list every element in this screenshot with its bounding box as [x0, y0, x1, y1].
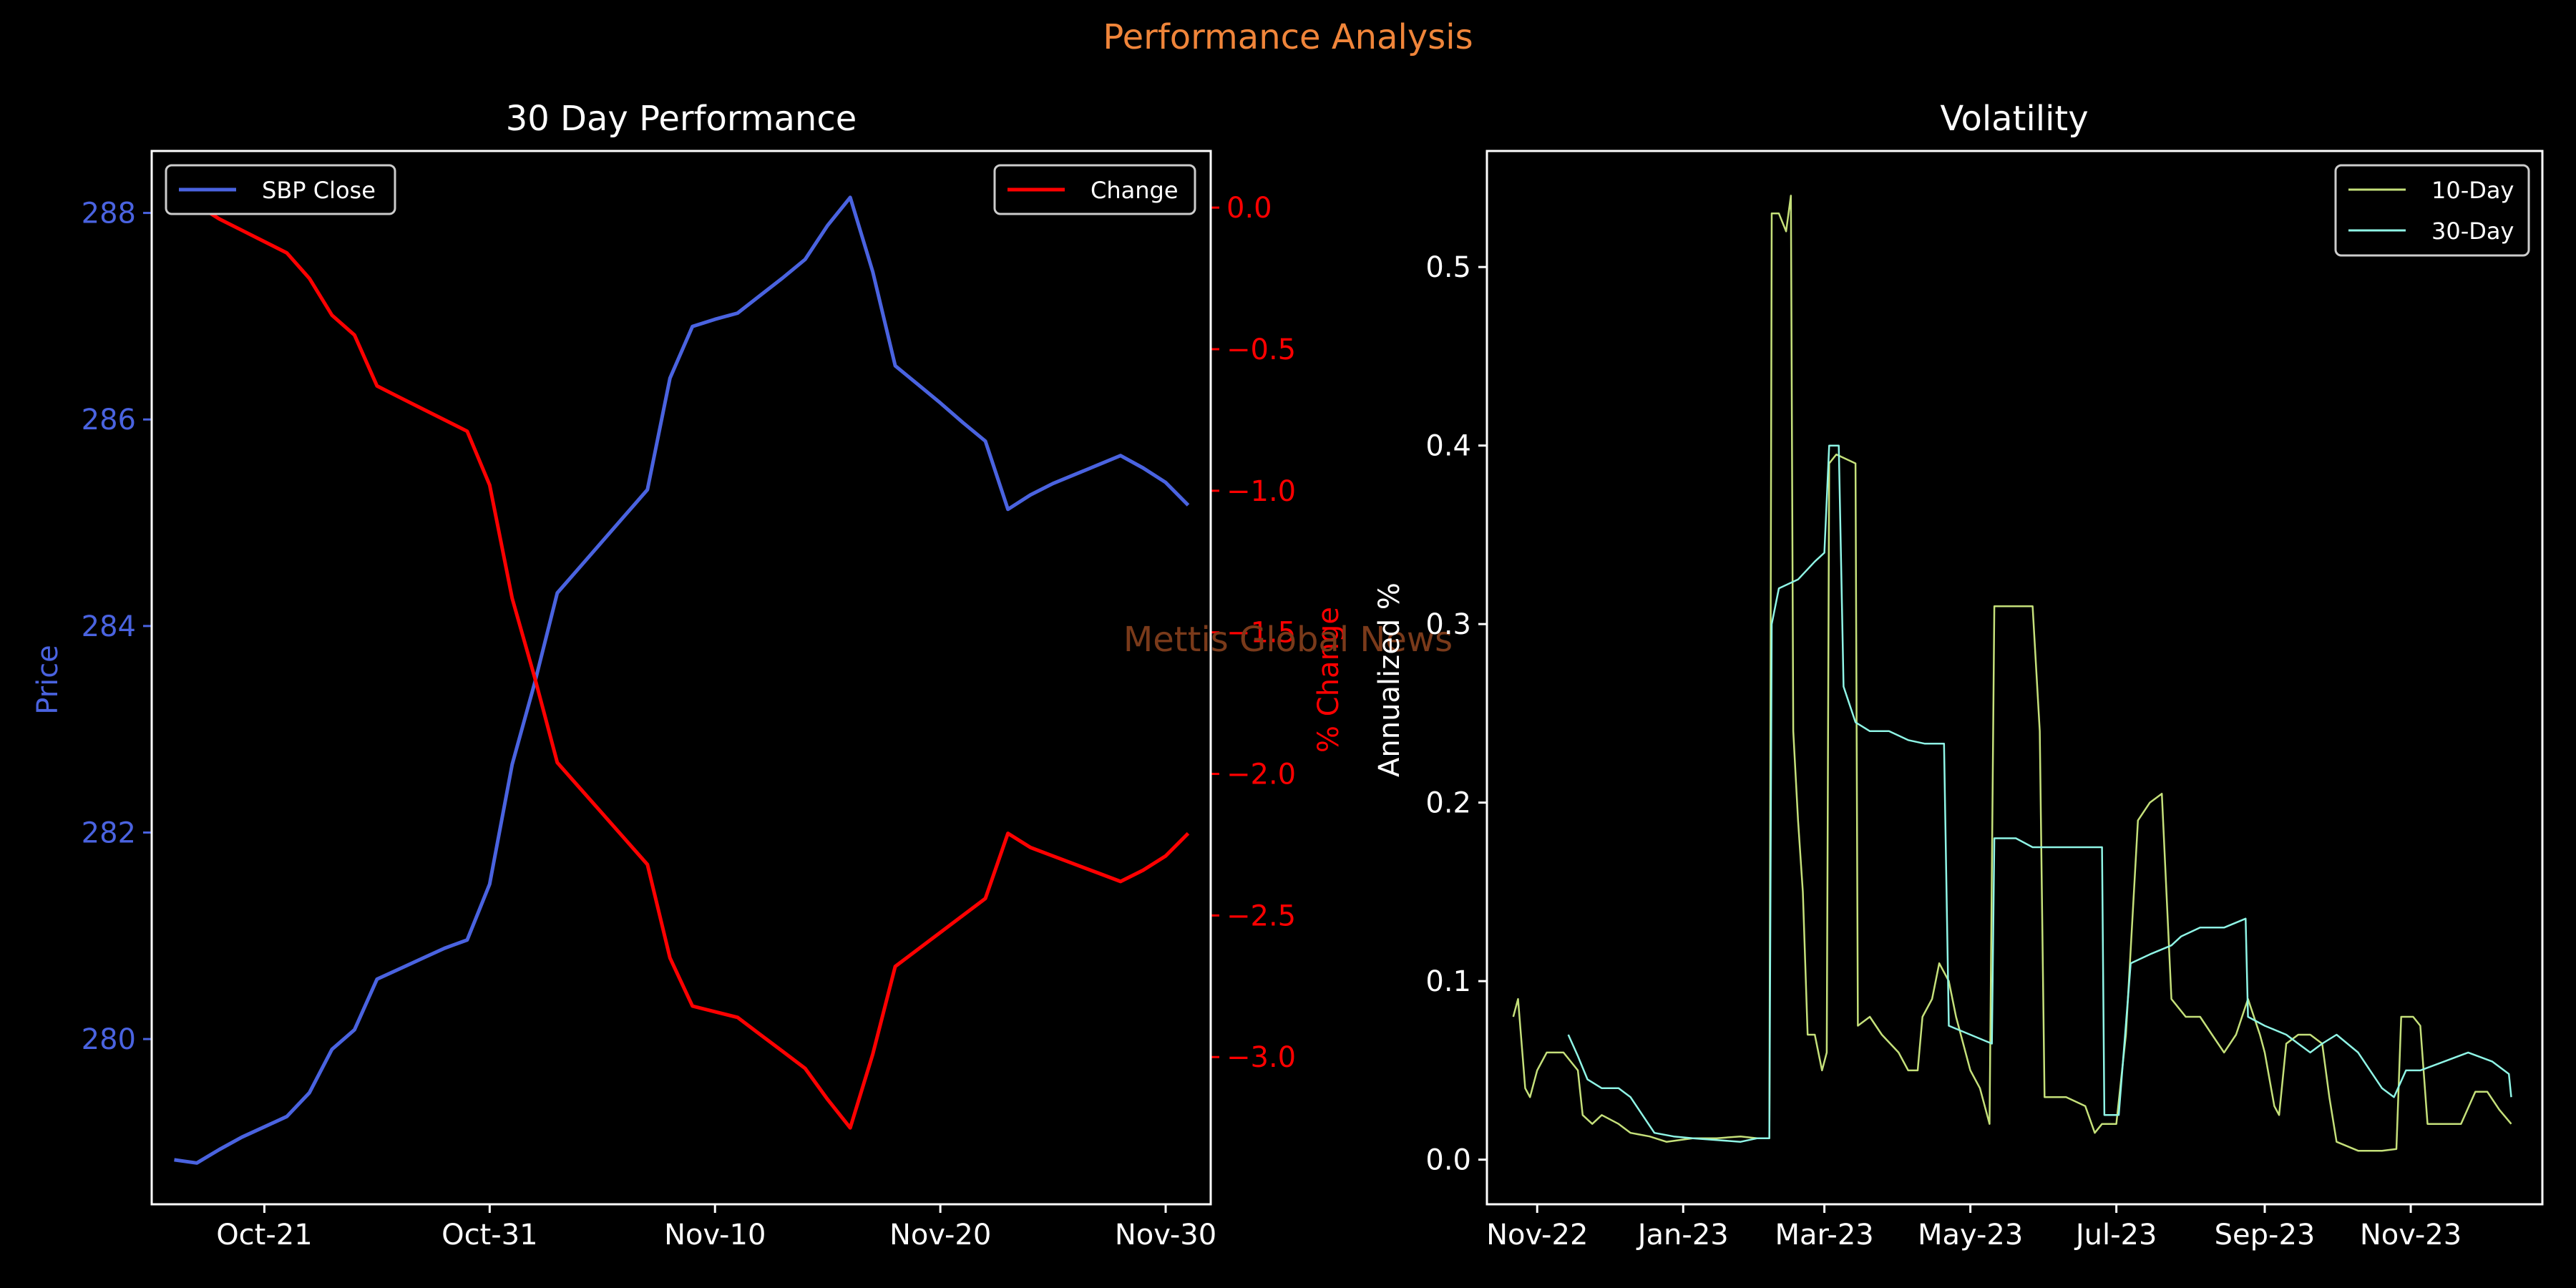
change-tick-label: −0.5	[1226, 333, 1296, 366]
x-tick-label: Nov-22	[1486, 1219, 1588, 1252]
volatility-chart-title: Volatility	[1940, 99, 2088, 139]
x-tick-label: Nov-20	[889, 1219, 991, 1252]
sbp-close-series-line	[174, 195, 1190, 1165]
performance-chart-ticks: Oct-21 Oct-31 Nov-10 Nov-20 Nov-30 280 282 284 2…	[82, 192, 1297, 1252]
price-tick-label: 280	[82, 1023, 136, 1056]
price-tick-label: 286	[82, 404, 136, 436]
watermark: Mettis Global News	[1123, 620, 1453, 660]
volatility-30day-line	[1567, 444, 2512, 1143]
x-tick-label: Nov-30	[1115, 1219, 1216, 1252]
change-tick-label: −2.0	[1226, 758, 1296, 791]
change-tick-label: 0.0	[1226, 192, 1272, 225]
x-tick-label: Jan-23	[1636, 1219, 1729, 1252]
change-tick-label: −1.5	[1226, 617, 1296, 650]
legend-change[interactable]: Change	[993, 164, 1196, 215]
volatility-chart-lines	[1512, 195, 2512, 1152]
volatility-chart-frame	[1485, 150, 2544, 1206]
change-tick-label: −2.5	[1226, 899, 1296, 932]
performance-chart: 30 Day Performance Oct-21 Oct-31 Nov-10 Nov…	[31, 99, 1345, 1252]
annualized-axis-label: Annualized %	[1373, 582, 1406, 777]
performance-chart-lines	[174, 195, 1190, 1165]
y-tick-label: 0.2	[1425, 787, 1471, 820]
legend-30day-label: 30-Day	[2431, 218, 2514, 245]
legend-change-label: Change	[1091, 177, 1179, 204]
y-tick-label: 0.3	[1425, 608, 1471, 641]
price-tick-label: 284	[82, 610, 136, 643]
change-series-line	[174, 203, 1190, 1130]
change-tick-label: −1.0	[1226, 475, 1296, 508]
change-axis-label: % Change	[1312, 607, 1345, 753]
legend-change-box	[993, 164, 1196, 215]
x-tick-label: Oct-21	[216, 1219, 313, 1252]
performance-chart-frame	[150, 150, 1212, 1206]
x-tick-label: Jul-23	[2074, 1219, 2157, 1252]
volatility-chart-ticks: Nov-22 Jan-23 Mar-23 May-23 Jul-23 Sep-23 Nov-…	[1425, 251, 2462, 1252]
legend-10day-label: 10-Day	[2431, 177, 2514, 204]
volatility-chart: Volatility Nov-22 Jan-23 Mar-23 May-23 Jul-2…	[1373, 99, 2544, 1252]
price-tick-label: 288	[82, 197, 136, 230]
y-tick-label: 0.0	[1425, 1144, 1471, 1177]
x-tick-label: Nov-23	[2360, 1219, 2462, 1252]
x-tick-label: Oct-31	[441, 1219, 538, 1252]
y-tick-label: 0.4	[1425, 430, 1471, 463]
x-tick-label: Nov-10	[664, 1219, 766, 1252]
performance-chart-title: 30 Day Performance	[506, 99, 857, 139]
legend-volatility[interactable]: 10-Day 30-Day	[2334, 164, 2530, 257]
x-tick-label: Sep-23	[2215, 1219, 2316, 1252]
legend-sbp-close[interactable]: SBP Close	[165, 164, 396, 215]
legend-sbp-close-label: SBP Close	[262, 177, 376, 204]
legend-volatility-box	[2334, 164, 2530, 257]
x-tick-label: Mar-23	[1775, 1219, 1873, 1252]
suptitle: Performance Analysis	[1103, 17, 1473, 57]
y-tick-label: 0.1	[1425, 965, 1471, 998]
x-tick-label: May-23	[1918, 1219, 2023, 1252]
price-axis-label: Price	[31, 645, 64, 715]
price-tick-label: 282	[82, 816, 136, 849]
y-tick-label: 0.5	[1425, 251, 1471, 284]
change-tick-label: −3.0	[1226, 1041, 1296, 1074]
legend-sbp-close-box	[165, 164, 396, 215]
